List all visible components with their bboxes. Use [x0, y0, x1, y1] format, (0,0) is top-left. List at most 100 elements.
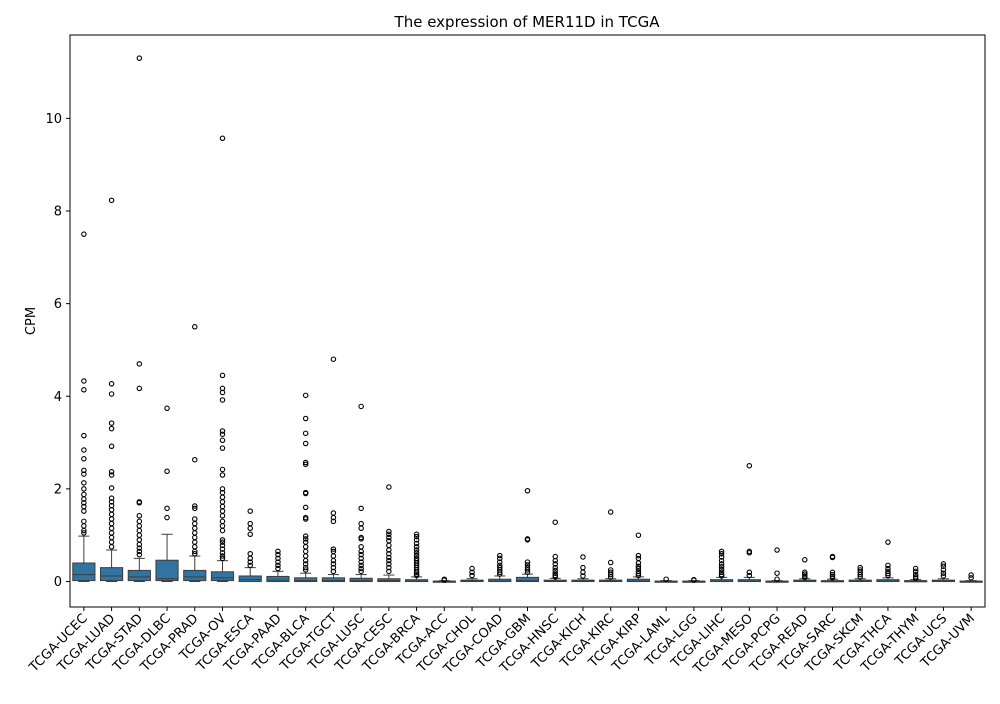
outlier-point — [607, 571, 614, 578]
outlier-point — [192, 324, 198, 330]
outlier-point — [635, 555, 642, 562]
outlier-point — [885, 572, 891, 579]
outlier-point — [691, 577, 697, 583]
outlier-point — [247, 550, 253, 557]
y-tick-label: 6 — [54, 297, 62, 312]
y-tick-label: 10 — [45, 112, 62, 127]
outlier-point — [802, 574, 808, 581]
outlier-point — [386, 542, 392, 549]
outlier-point — [81, 491, 87, 498]
outlier-point — [192, 544, 198, 550]
outlier-point — [247, 508, 253, 514]
outlier-point — [580, 554, 586, 560]
outlier-point — [136, 527, 143, 534]
outlier-point — [386, 484, 392, 490]
outlier-point — [413, 547, 420, 553]
outlier-point — [552, 564, 558, 571]
box — [210, 571, 235, 582]
outlier-point — [802, 557, 808, 563]
outlier-point — [358, 568, 364, 575]
outlier-point — [136, 518, 143, 525]
outlier-point — [940, 563, 947, 569]
outlier-point — [857, 574, 863, 580]
outlier-point — [829, 575, 836, 581]
outlier-point — [386, 561, 392, 567]
outlier-point — [136, 551, 143, 558]
outlier-point — [635, 570, 642, 577]
outlier-point — [247, 531, 253, 538]
outlier-point — [192, 530, 198, 536]
outlier-point — [635, 565, 642, 572]
outlier-point — [219, 372, 226, 379]
outlier-point — [552, 574, 558, 580]
outlier-point — [524, 569, 531, 576]
outlier-point — [330, 356, 337, 362]
outlier-point — [81, 500, 87, 506]
outlier-point — [108, 472, 115, 478]
outlier-point — [330, 553, 337, 559]
outlier-point — [275, 562, 281, 569]
outlier-point — [108, 420, 115, 426]
outlier-point — [302, 544, 309, 550]
outlier-point — [885, 570, 891, 577]
outlier-point — [136, 385, 143, 392]
outlier-point — [275, 565, 281, 572]
outlier-point — [497, 571, 503, 577]
outlier-point — [524, 487, 531, 494]
outlier-point — [219, 437, 226, 444]
outlier-point — [108, 485, 115, 491]
outlier-point — [497, 569, 503, 576]
outlier-point — [275, 555, 281, 562]
outlier-point — [219, 523, 226, 529]
outlier-point — [302, 440, 309, 447]
outlier-point — [358, 520, 364, 527]
outlier-point — [968, 572, 974, 578]
outlier-point — [413, 544, 420, 550]
outlier-point — [330, 514, 337, 521]
outlier-point — [718, 548, 725, 555]
outlier-point — [413, 572, 420, 579]
outlier-point — [81, 523, 87, 529]
outlier-point — [192, 520, 198, 527]
outlier-point — [302, 430, 309, 437]
outlier-point — [302, 392, 309, 399]
outlier-point — [219, 494, 226, 500]
outlier-point — [635, 560, 642, 566]
outlier-point — [607, 509, 614, 515]
outlier-point — [81, 530, 87, 536]
outlier-point — [386, 547, 392, 553]
outlier-point — [219, 389, 226, 396]
outlier-point — [386, 534, 392, 541]
outlier-point — [607, 559, 614, 566]
outlier-point — [219, 397, 226, 403]
outlier-point — [330, 518, 337, 525]
outlier-point — [358, 548, 364, 555]
outlier-point — [302, 557, 309, 564]
outlier-point — [746, 550, 753, 556]
outlier-point — [219, 555, 226, 562]
outlier-point — [108, 443, 115, 450]
outlier-point — [302, 516, 309, 522]
outlier-point — [718, 569, 725, 576]
outlier-point — [192, 503, 198, 509]
outlier-point — [413, 569, 420, 576]
outlier-point — [802, 569, 808, 576]
outlier-point — [136, 55, 143, 61]
outlier-point — [940, 573, 947, 579]
outlier-point — [192, 525, 198, 532]
outlier-point — [108, 520, 115, 527]
outlier-point — [330, 568, 337, 575]
outlier-point — [81, 471, 87, 477]
outlier-point — [940, 567, 947, 573]
outlier-point — [330, 510, 337, 516]
outlier-point — [524, 537, 531, 543]
outlier-point — [774, 547, 780, 553]
outlier-point — [108, 499, 115, 505]
outlier-point — [386, 554, 392, 561]
outlier-point — [81, 432, 87, 439]
outlier-point — [912, 568, 919, 575]
outlier-point — [413, 540, 420, 547]
outlier-point — [552, 557, 558, 564]
box — [155, 559, 179, 582]
